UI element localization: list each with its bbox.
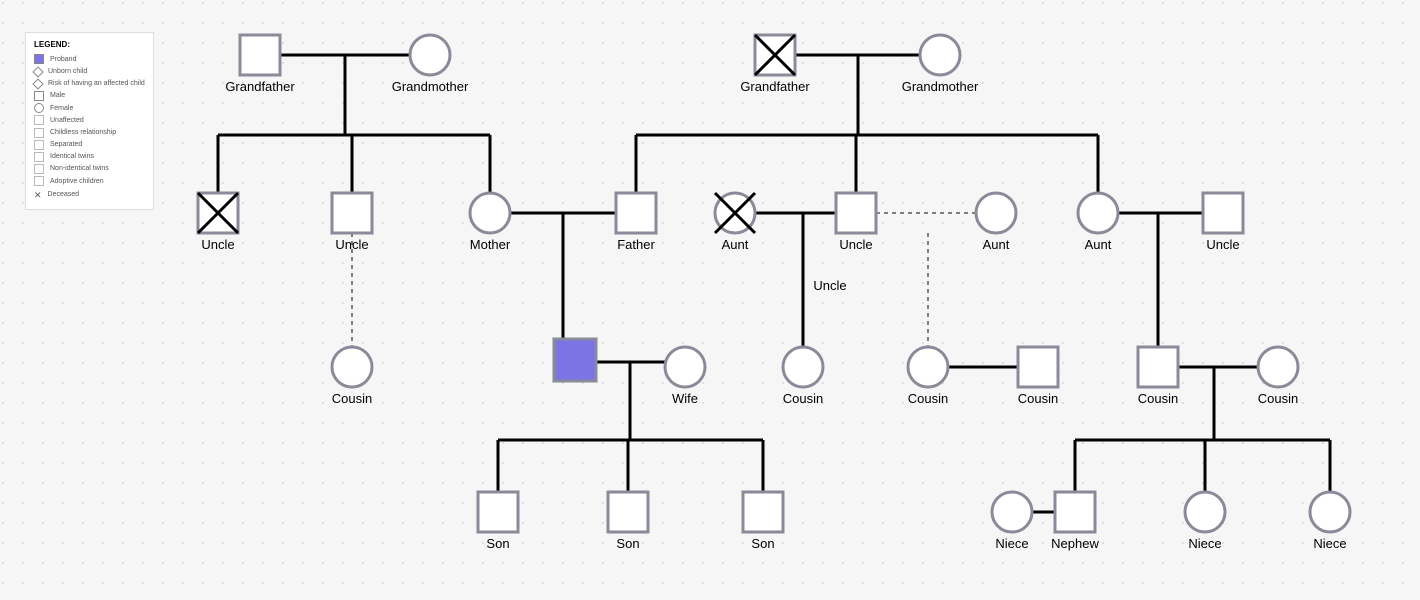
legend-text: Non-identical twins [50,163,109,174]
legend-item: Risk of having an affected child [34,78,145,89]
node-cousR2[interactable] [1258,347,1298,387]
node-gmL[interactable] [410,35,450,75]
node-son1[interactable] [478,492,518,532]
node-label: Niece [1313,536,1346,551]
legend-item: Non-identical twins [34,163,145,174]
legend-item: Male [34,90,145,101]
legend-icon [32,78,43,89]
legend-icon [34,152,44,162]
node-niece3[interactable] [1310,492,1350,532]
legend-icon [32,66,43,77]
genogram-svg [0,0,1420,600]
node-label: Aunt [722,237,749,252]
legend-item: Identical twins [34,151,145,162]
node-cousM3[interactable] [1018,347,1058,387]
node-label: Son [486,536,509,551]
legend-panel: LEGEND: ProbandUnborn childRisk of havin… [25,32,154,210]
node-niece1[interactable] [992,492,1032,532]
node-label: Cousin [1138,391,1178,406]
legend-item: Proband [34,54,145,65]
node-label: Uncle [201,237,234,252]
legend-icon [34,164,44,174]
legend-text: Proband [50,54,76,65]
node-label: Uncle [839,237,872,252]
legend-icon [34,140,44,150]
node-cousM1[interactable] [783,347,823,387]
legend-text: Childless relationship [50,127,116,138]
node-label: Cousin [1018,391,1058,406]
node-label: Niece [1188,536,1221,551]
legend-item: Separated [34,139,145,150]
node-label: Aunt [1085,237,1112,252]
legend-text: Unborn child [48,66,87,77]
node-label: Uncle [335,237,368,252]
legend-text: Risk of having an affected child [48,78,145,89]
legend-icon [34,103,44,113]
node-label: Grandmother [392,79,469,94]
legend-text: Unaffected [50,115,84,126]
node-wife[interactable] [665,347,705,387]
node-cousR1[interactable] [1138,347,1178,387]
node-label: Uncle [1206,237,1239,252]
legend-item: ✕ Deceased [34,188,145,202]
node-label: Wife [672,391,698,406]
node-auntR1[interactable] [976,193,1016,233]
node-father[interactable] [616,193,656,233]
node-label: Mother [470,237,510,252]
node-gfL[interactable] [240,35,280,75]
legend-icon [34,115,44,125]
legend-text: Adoptive children [50,176,104,187]
node-son2[interactable] [608,492,648,532]
node-cousL[interactable] [332,347,372,387]
legend-item: Unborn child [34,66,145,77]
node-son3[interactable] [743,492,783,532]
node-label: Grandmother [902,79,979,94]
legend-text: Separated [50,139,82,150]
legend-item: Childless relationship [34,127,145,138]
node-label: Father [617,237,655,252]
node-mother[interactable] [470,193,510,233]
legend-icon [34,54,44,64]
node-label: Aunt [983,237,1010,252]
legend-icon [34,176,44,186]
node-label: Nephew [1051,536,1099,551]
legend-text: Female [50,103,73,114]
legend-title: LEGEND: [34,39,145,52]
legend-item: Unaffected [34,115,145,126]
node-label: Son [751,536,774,551]
node-label: Cousin [908,391,948,406]
node-uncR2[interactable] [1203,193,1243,233]
node-label: Niece [995,536,1028,551]
node-uncR1[interactable] [836,193,876,233]
node-label: Son [616,536,639,551]
node-label: Grandfather [740,79,809,94]
legend-item: Female [34,103,145,114]
node-proband[interactable] [554,339,596,381]
extra-label: Uncle [813,278,846,293]
legend-item: Adoptive children [34,176,145,187]
node-cousM2[interactable] [908,347,948,387]
node-label: Cousin [332,391,372,406]
legend-text: Deceased [48,189,80,200]
legend-icon [34,91,44,101]
node-label: Cousin [1258,391,1298,406]
node-label: Grandfather [225,79,294,94]
node-niece2[interactable] [1185,492,1225,532]
genogram-canvas: Grandfather Grandmother Grandfather Grandmo… [0,0,1420,600]
node-uncL2[interactable] [332,193,372,233]
node-gmR[interactable] [920,35,960,75]
node-auntR2[interactable] [1078,193,1118,233]
legend-icon [34,128,44,138]
legend-icon: ✕ [34,188,42,202]
node-label: Cousin [783,391,823,406]
legend-text: Identical twins [50,151,94,162]
node-nephew[interactable] [1055,492,1095,532]
legend-text: Male [50,90,65,101]
